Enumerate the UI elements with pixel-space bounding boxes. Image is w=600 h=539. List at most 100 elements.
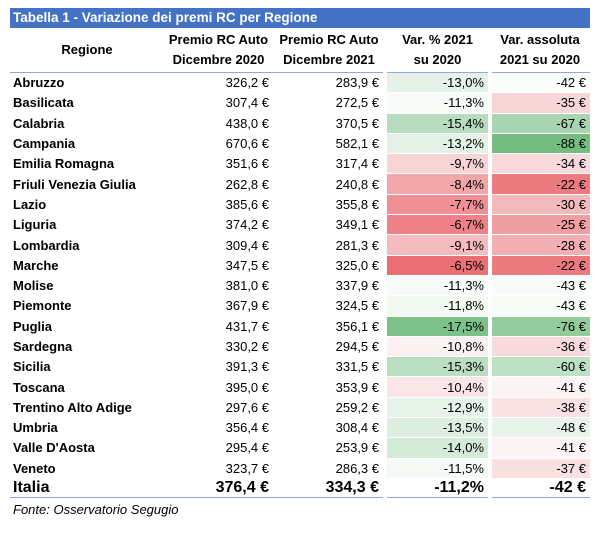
total-premium-2020: 376,4 € <box>164 477 273 498</box>
header-var-abs: Var. assoluta 2021 su 2020 <box>490 28 590 73</box>
header-var-pct: Var. % 2021 su 2020 <box>385 28 490 73</box>
var-abs-cell: -60 € <box>488 356 590 378</box>
var-abs-cell: -42 € <box>488 72 590 94</box>
premium-2020-cell: 381,0 € <box>164 275 273 297</box>
var-pct-cell: -6,7% <box>383 214 492 236</box>
region-cell: Toscana <box>10 376 164 398</box>
var-abs-cell: -38 € <box>488 397 590 419</box>
premium-2021-cell: 355,8 € <box>273 194 385 216</box>
table-row: Marche 347,5 €325,0 € -6,5% -22 € <box>10 255 590 276</box>
header-region: Regione <box>10 28 164 73</box>
premium-2020-cell: 356,4 € <box>164 417 273 439</box>
premium-2020-cell: 670,6 € <box>164 133 273 155</box>
var-abs-cell: -28 € <box>488 234 590 256</box>
premium-2021-cell: 324,5 € <box>273 295 385 317</box>
header-premium-2021: Premio RC Auto Dicembre 2021 <box>273 28 385 73</box>
var-pct-cell: -11,3% <box>383 275 492 297</box>
var-pct-cell: -8,4% <box>383 173 492 195</box>
premium-2020-cell: 347,5 € <box>164 255 273 276</box>
table-container: Tabella 1 - Variazione dei premi RC per … <box>10 8 590 517</box>
var-abs-cell: -41 € <box>488 376 590 398</box>
region-cell: Calabria <box>10 113 164 134</box>
var-pct-cell: -15,3% <box>383 356 492 378</box>
region-cell: Sardegna <box>10 336 164 358</box>
premium-2021-cell: 325,0 € <box>273 255 385 276</box>
table-body: Abruzzo 326,2 €283,9 € -13,0% -42 € Basilica… <box>10 72 590 479</box>
var-abs-cell: -35 € <box>488 92 590 114</box>
var-abs-cell: -43 € <box>488 275 590 297</box>
premium-2021-cell: 370,5 € <box>273 113 385 134</box>
header-var-pct-line1: Var. % 2021 <box>402 32 473 47</box>
table-title: Tabella 1 - Variazione dei premi RC per … <box>10 8 590 28</box>
header-premium-2020-line2: Dicembre 2020 <box>172 52 265 67</box>
premium-2021-cell: 337,9 € <box>273 275 385 297</box>
total-row: Italia 376,4 € 334,3 € -11,2% -42 € <box>10 477 590 498</box>
table-row: Basilicata 307,4 €272,5 € -11,3% -35 € <box>10 92 590 114</box>
var-abs-cell: -34 € <box>488 153 590 175</box>
region-cell: Sicilia <box>10 356 164 378</box>
region-cell: Lombardia <box>10 234 164 256</box>
region-cell: Liguria <box>10 214 164 236</box>
total-var-abs: -42 € <box>488 477 590 498</box>
region-cell: Campania <box>10 133 164 155</box>
table-row: Lazio 385,6 €355,8 € -7,7% -30 € <box>10 194 590 216</box>
table-row: Friuli Venezia Giulia 262,8 €240,8 € -8,4%… <box>10 173 590 195</box>
var-pct-cell: -11,5% <box>383 458 492 479</box>
region-cell: Basilicata <box>10 92 164 114</box>
premium-2020-cell: 374,2 € <box>164 214 273 236</box>
premium-2020-cell: 395,0 € <box>164 376 273 398</box>
table-row: Umbria 356,4 €308,4 € -13,5% -48 € <box>10 417 590 439</box>
region-cell: Puglia <box>10 316 164 337</box>
var-abs-cell: -30 € <box>488 194 590 216</box>
table-row: Calabria 438,0 €370,5 € -15,4% -67 € <box>10 113 590 134</box>
var-abs-cell: -25 € <box>488 214 590 236</box>
header-var-abs-line2: 2021 su 2020 <box>499 52 581 67</box>
var-pct-cell: -10,8% <box>383 336 492 358</box>
table-row: Trentino Alto Adige 297,6 €259,2 € -12,9% -… <box>10 397 590 419</box>
premium-2021-cell: 294,5 € <box>273 336 385 358</box>
header-row: Regione Premio RC Auto Dicembre 2020 Prem… <box>10 28 590 73</box>
table-row: Sicilia 391,3 €331,5 € -15,3% -60 € <box>10 356 590 378</box>
var-pct-cell: -13,2% <box>383 133 492 155</box>
premium-2021-cell: 331,5 € <box>273 356 385 378</box>
region-cell: Umbria <box>10 417 164 439</box>
table-row: Abruzzo 326,2 €283,9 € -13,0% -42 € <box>10 72 590 94</box>
var-abs-cell: -37 € <box>488 458 590 479</box>
var-pct-cell: -15,4% <box>383 113 492 134</box>
var-abs-cell: -36 € <box>488 336 590 358</box>
table-row: Campania 670,6 €582,1 € -13,2% -88 € <box>10 133 590 155</box>
premium-2021-cell: 356,1 € <box>273 316 385 337</box>
var-abs-cell: -43 € <box>488 295 590 317</box>
premium-2020-cell: 385,6 € <box>164 194 273 216</box>
premium-2020-cell: 367,9 € <box>164 295 273 317</box>
premium-2021-cell: 317,4 € <box>273 153 385 175</box>
var-pct-cell: -7,7% <box>383 194 492 216</box>
table-row: Toscana 395,0 €353,9 € -10,4% -41 € <box>10 376 590 398</box>
header-premium-2021-line1: Premio RC Auto <box>279 32 379 47</box>
region-cell: Marche <box>10 255 164 276</box>
region-cell: Friuli Venezia Giulia <box>10 173 164 195</box>
premium-table: Regione Premio RC Auto Dicembre 2020 Prem… <box>10 28 590 498</box>
premium-2021-cell: 283,9 € <box>273 72 385 94</box>
total-premium-2021: 334,3 € <box>273 477 385 498</box>
premium-2020-cell: 391,3 € <box>164 356 273 378</box>
premium-2021-cell: 582,1 € <box>273 133 385 155</box>
var-pct-cell: -17,5% <box>383 316 492 337</box>
premium-2020-cell: 351,6 € <box>164 153 273 175</box>
var-pct-cell: -9,1% <box>383 234 492 256</box>
var-abs-cell: -67 € <box>488 113 590 134</box>
var-abs-cell: -22 € <box>488 255 590 276</box>
var-abs-cell: -22 € <box>488 173 590 195</box>
region-cell: Lazio <box>10 194 164 216</box>
var-pct-cell: -11,3% <box>383 92 492 114</box>
table-row: Puglia 431,7 €356,1 € -17,5% -76 € <box>10 316 590 337</box>
premium-2020-cell: 438,0 € <box>164 113 273 134</box>
header-premium-2021-line2: Dicembre 2021 <box>283 52 375 67</box>
var-pct-cell: -10,4% <box>383 376 492 398</box>
premium-2021-cell: 281,3 € <box>273 234 385 256</box>
region-cell: Valle D'Aosta <box>10 437 164 459</box>
header-var-pct-line2: su 2020 <box>413 52 462 67</box>
premium-2021-cell: 286,3 € <box>273 458 385 479</box>
region-cell: Molise <box>10 275 164 297</box>
premium-2020-cell: 323,7 € <box>164 458 273 479</box>
